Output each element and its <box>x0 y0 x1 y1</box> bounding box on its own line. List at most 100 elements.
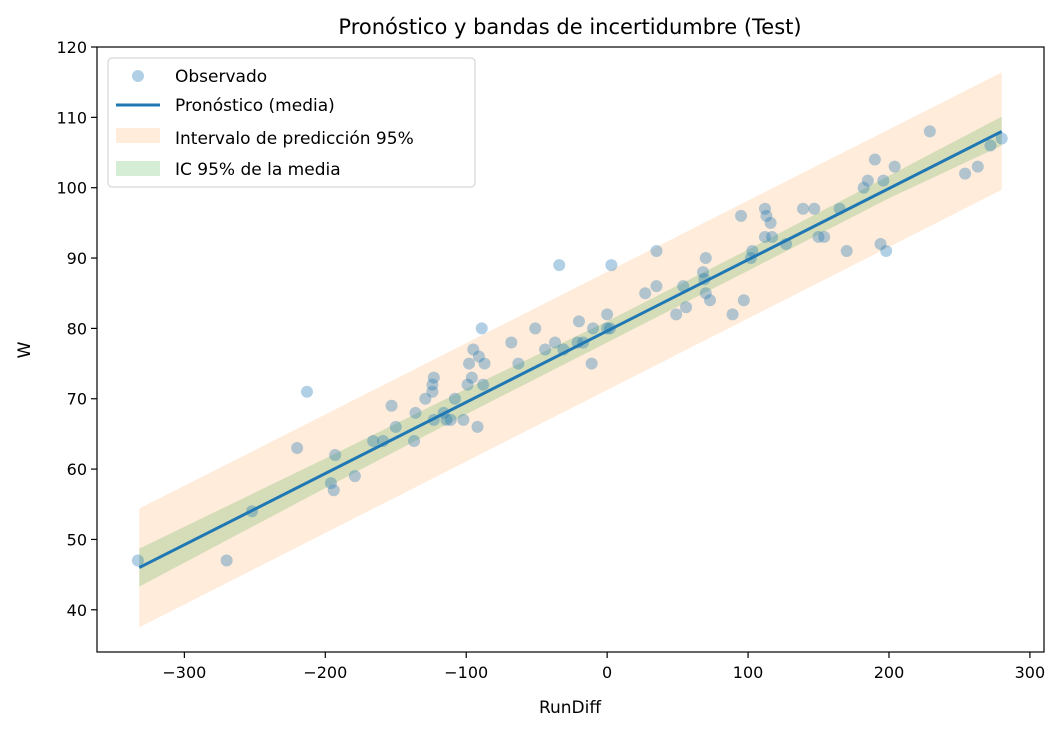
y-tick-label: 60 <box>67 460 87 479</box>
observed-point <box>696 266 709 279</box>
forecast-mean-line <box>138 130 1003 569</box>
legend-label-forecast: Pronóstico (media) <box>175 96 335 116</box>
observed-point <box>426 378 439 391</box>
observed-point <box>131 554 144 567</box>
observed-point <box>477 378 490 391</box>
observed-point <box>426 385 439 398</box>
observed-point <box>677 280 690 293</box>
observed-point <box>329 449 342 462</box>
observed-point <box>857 181 870 194</box>
observed-point <box>888 160 901 173</box>
y-tick-label: 120 <box>56 38 87 57</box>
observed-point <box>605 259 618 272</box>
observed-point <box>324 477 337 490</box>
observed-point <box>512 357 525 370</box>
observed-point <box>220 554 233 567</box>
y-tick-label: 70 <box>67 390 87 409</box>
forecast-line <box>138 130 1003 569</box>
observed-point <box>764 216 777 229</box>
observed-point <box>408 434 421 447</box>
observed-point <box>300 385 313 398</box>
observed-point <box>529 322 542 335</box>
y-axis-ticks: 40 50 60 70 80 90 100 110 120 <box>56 38 97 620</box>
observed-point <box>812 230 825 243</box>
observed-point <box>478 357 491 370</box>
observed-point <box>699 252 712 265</box>
observed-point <box>726 308 739 321</box>
observed-point <box>465 371 478 384</box>
y-tick-label: 90 <box>67 249 87 268</box>
observed-point <box>704 294 717 307</box>
observed-point <box>877 174 890 187</box>
observed-point <box>463 357 476 370</box>
observed-point <box>457 413 470 426</box>
observed-point <box>650 245 663 258</box>
x-tick-label: 100 <box>733 663 764 682</box>
x-axis-ticks: −300 −200 −100 0 100 200 300 <box>162 652 1045 682</box>
y-tick-label: 40 <box>67 601 87 620</box>
legend-label-observed: Observado <box>175 67 267 87</box>
observed-point <box>471 420 484 433</box>
observed-points <box>131 125 1008 567</box>
observed-point <box>601 308 614 321</box>
legend-marker-prediction-interval <box>116 128 160 143</box>
observed-point <box>385 399 398 412</box>
observed-point <box>291 441 304 454</box>
legend-marker-observed <box>132 70 144 82</box>
legend-frame <box>107 57 476 188</box>
observed-point <box>467 343 480 356</box>
observed-point <box>585 357 598 370</box>
observed-point <box>874 237 887 250</box>
observed-point <box>440 413 453 426</box>
observed-point <box>959 167 972 180</box>
observed-point <box>758 202 771 215</box>
legend-marker-confidence-interval <box>116 161 160 176</box>
y-tick-label: 50 <box>67 530 87 549</box>
y-tick-label: 110 <box>56 108 87 127</box>
x-tick-label: 300 <box>1015 663 1046 682</box>
y-tick-label: 100 <box>56 179 87 198</box>
observed-point <box>971 160 984 173</box>
observed-point <box>475 322 488 335</box>
observed-point <box>327 484 340 497</box>
x-tick-label: 200 <box>874 663 905 682</box>
chart-title: Pronóstico y bandas de incertidumbre (Te… <box>338 15 801 39</box>
observed-point <box>880 245 893 258</box>
observed-point <box>505 336 518 349</box>
legend: Observado Pronóstico (media) Intervalo d… <box>107 57 476 188</box>
y-tick-label: 80 <box>67 319 87 338</box>
observed-point <box>670 308 683 321</box>
observed-point <box>639 287 652 300</box>
observed-point <box>680 301 693 314</box>
legend-label-prediction-interval: Intervalo de predicción 95% <box>175 129 414 149</box>
observed-point <box>409 406 422 419</box>
observed-point <box>923 125 936 138</box>
observed-point <box>746 245 759 258</box>
x-tick-label: 0 <box>602 663 612 682</box>
observed-point <box>472 350 485 363</box>
observed-point <box>699 287 712 300</box>
observed-point <box>553 259 566 272</box>
plot-area <box>131 72 1008 628</box>
x-axis-label: RunDiff <box>539 698 602 718</box>
y-axis-label: W <box>15 341 35 358</box>
observed-point <box>995 132 1008 145</box>
observed-point <box>419 392 432 405</box>
observed-point <box>572 315 585 328</box>
observed-point <box>818 230 831 243</box>
observed-point <box>650 280 663 293</box>
observed-point <box>389 420 402 433</box>
confidence-interval-band <box>139 116 1002 587</box>
observed-point <box>861 174 874 187</box>
observed-point <box>797 202 810 215</box>
observed-point <box>444 413 457 426</box>
x-tick-label: −200 <box>303 663 347 682</box>
observed-point <box>868 153 881 166</box>
x-tick-label: −300 <box>162 663 206 682</box>
observed-point <box>427 371 440 384</box>
observed-point <box>587 322 600 335</box>
observed-point <box>766 230 779 243</box>
legend-label-confidence-interval: IC 95% de la media <box>175 160 341 180</box>
observed-point <box>758 230 771 243</box>
